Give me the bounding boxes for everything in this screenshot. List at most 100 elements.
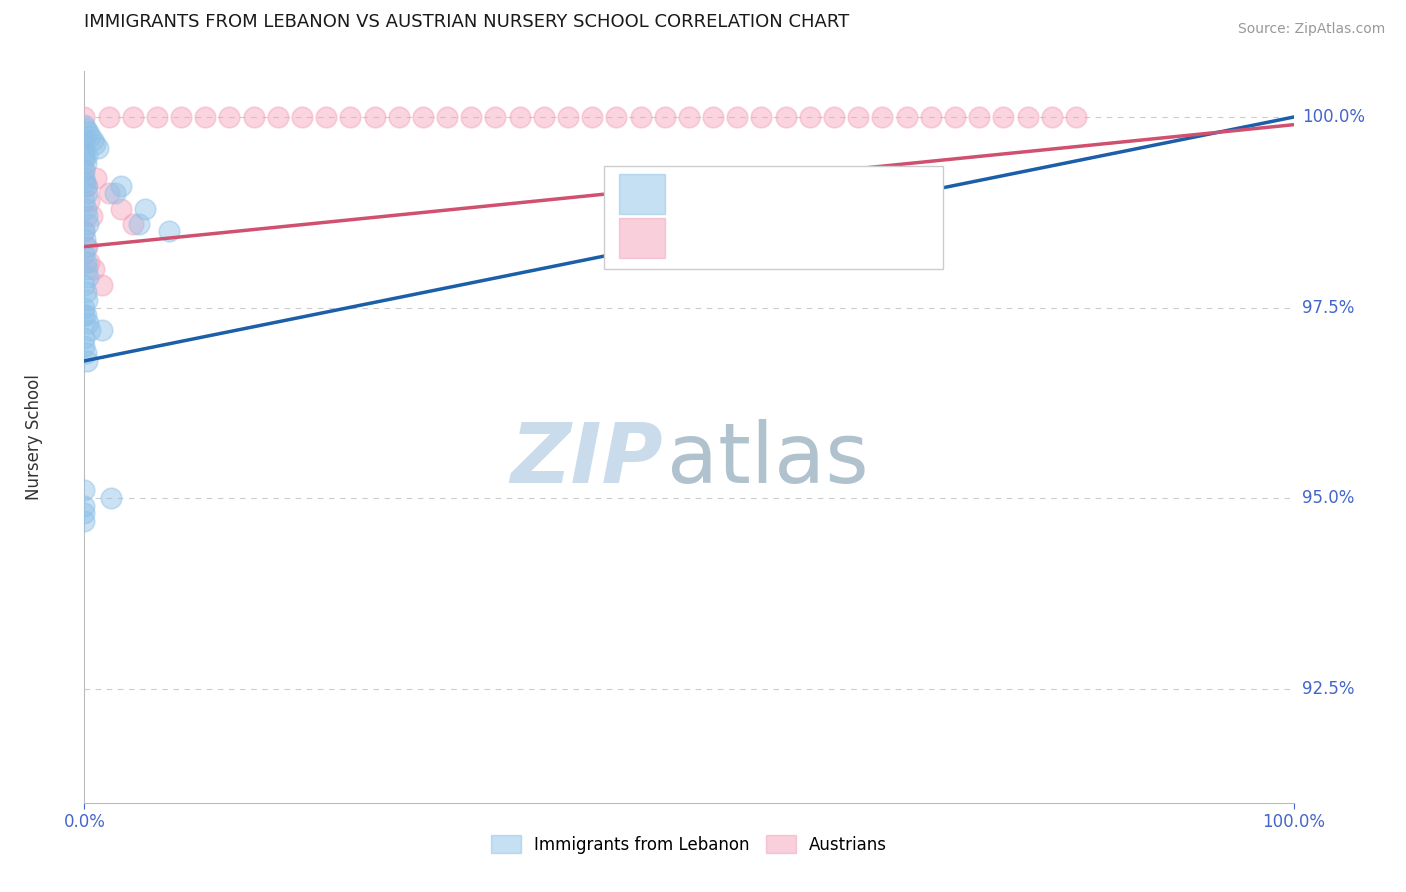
- Point: [484, 110, 506, 124]
- Legend: Immigrants from Lebanon, Austrians: Immigrants from Lebanon, Austrians: [484, 829, 894, 860]
- Point: [73, 145, 96, 159]
- Point: [943, 110, 966, 124]
- Point: [73, 331, 96, 345]
- Text: R = 0.522: R = 0.522: [679, 229, 769, 247]
- Point: [134, 202, 156, 216]
- Point: [73, 247, 96, 261]
- Point: [75, 285, 97, 300]
- Point: [76, 293, 98, 307]
- Point: [725, 110, 748, 124]
- Point: [91, 277, 114, 292]
- Point: [75, 308, 97, 322]
- Point: [73, 171, 96, 186]
- Point: [77, 255, 100, 269]
- Text: N = 54: N = 54: [818, 229, 886, 247]
- Point: [267, 110, 290, 124]
- Point: [872, 110, 894, 124]
- Point: [291, 110, 314, 124]
- Point: [73, 514, 96, 528]
- Point: [1064, 110, 1087, 124]
- Text: Source: ZipAtlas.com: Source: ZipAtlas.com: [1237, 22, 1385, 37]
- Point: [630, 110, 652, 124]
- Point: [73, 232, 96, 246]
- Point: [97, 110, 120, 124]
- Point: [146, 110, 169, 124]
- Point: [73, 175, 96, 189]
- Point: [1017, 110, 1039, 124]
- Point: [73, 338, 96, 352]
- Point: [73, 301, 96, 315]
- Point: [76, 186, 98, 201]
- Point: [76, 239, 98, 253]
- Point: [76, 209, 98, 223]
- Point: [110, 202, 132, 216]
- Point: [339, 110, 361, 124]
- Point: [104, 186, 127, 201]
- Point: [83, 262, 105, 277]
- Point: [75, 255, 97, 269]
- Point: [73, 152, 96, 166]
- Point: [77, 270, 100, 285]
- Point: [73, 148, 96, 162]
- Point: [654, 110, 676, 124]
- Point: [73, 163, 96, 178]
- Text: 97.5%: 97.5%: [1302, 299, 1354, 317]
- Point: [170, 110, 193, 124]
- Point: [315, 110, 337, 124]
- Point: [97, 186, 120, 201]
- Point: [84, 136, 107, 151]
- Point: [533, 110, 555, 124]
- Point: [799, 110, 821, 124]
- Point: [80, 209, 103, 223]
- Point: [242, 110, 264, 124]
- FancyBboxPatch shape: [619, 218, 665, 258]
- Point: [73, 133, 96, 147]
- Point: [73, 499, 96, 513]
- Point: [91, 323, 114, 337]
- Point: [460, 110, 482, 124]
- Point: [896, 110, 918, 124]
- Text: IMMIGRANTS FROM LEBANON VS AUSTRIAN NURSERY SCHOOL CORRELATION CHART: IMMIGRANTS FROM LEBANON VS AUSTRIAN NURS…: [84, 13, 849, 31]
- Point: [128, 217, 150, 231]
- Point: [557, 110, 579, 124]
- Point: [75, 155, 97, 169]
- Point: [993, 110, 1015, 124]
- Point: [363, 110, 385, 124]
- Point: [194, 110, 217, 124]
- Text: R = 0.226: R = 0.226: [679, 186, 769, 203]
- Text: 95.0%: 95.0%: [1302, 489, 1354, 507]
- FancyBboxPatch shape: [619, 174, 665, 214]
- Point: [581, 110, 603, 124]
- Point: [86, 140, 108, 154]
- Point: [75, 239, 97, 253]
- Point: [100, 491, 122, 505]
- Point: [73, 194, 96, 208]
- Point: [77, 194, 100, 208]
- Point: [73, 118, 96, 132]
- Point: [73, 308, 96, 322]
- Point: [86, 171, 108, 186]
- Point: [73, 506, 96, 520]
- Point: [79, 323, 101, 337]
- Point: [702, 110, 724, 124]
- Point: [388, 110, 411, 124]
- Point: [82, 133, 104, 147]
- Text: atlas: atlas: [668, 418, 869, 500]
- Point: [75, 178, 97, 193]
- FancyBboxPatch shape: [605, 167, 943, 268]
- Point: [73, 483, 96, 498]
- Point: [436, 110, 458, 124]
- Text: 92.5%: 92.5%: [1302, 680, 1354, 698]
- Point: [412, 110, 434, 124]
- Point: [605, 110, 627, 124]
- Point: [73, 277, 96, 292]
- Point: [751, 110, 773, 124]
- Point: [967, 110, 990, 124]
- Point: [76, 178, 98, 193]
- Point: [79, 129, 101, 144]
- Text: ZIP: ZIP: [510, 418, 662, 500]
- Point: [775, 110, 797, 124]
- Point: [73, 224, 96, 238]
- Point: [76, 148, 98, 162]
- Point: [73, 224, 96, 238]
